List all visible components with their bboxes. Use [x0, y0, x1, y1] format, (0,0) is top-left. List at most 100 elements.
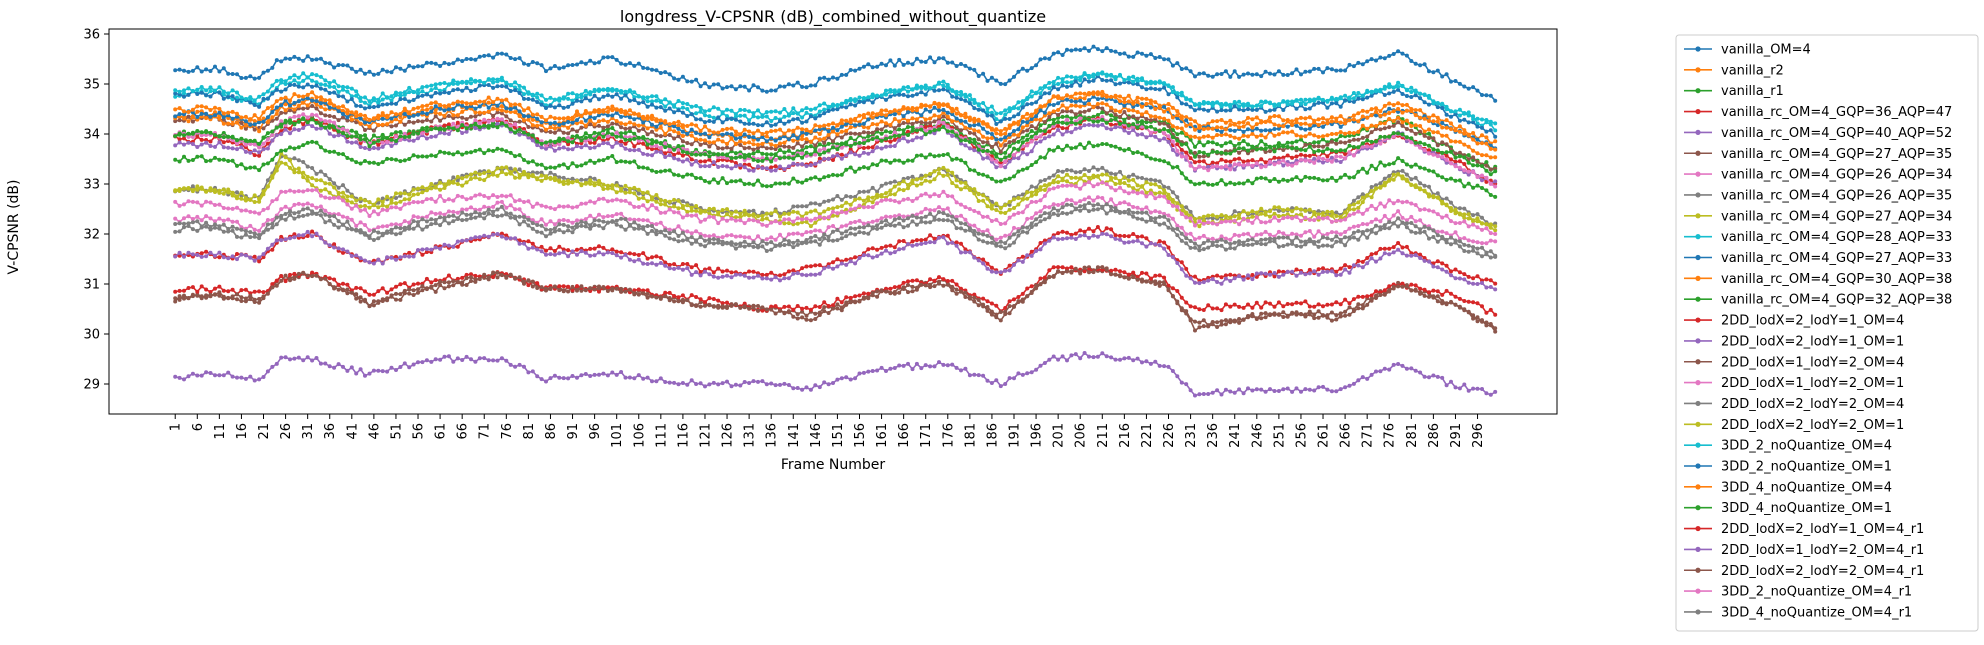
series-point: [411, 254, 416, 259]
series-point: [1206, 168, 1211, 173]
series-point: [1396, 280, 1401, 285]
series-point: [1016, 156, 1021, 161]
series-point: [808, 144, 813, 149]
series-point: [1042, 241, 1047, 246]
series-point: [928, 55, 933, 60]
series-point: [327, 243, 332, 248]
series-point: [1254, 134, 1259, 139]
series-point: [1100, 115, 1105, 119]
series-point: [1025, 102, 1030, 107]
series-point: [632, 131, 637, 136]
series-point: [208, 139, 213, 144]
series-point: [1140, 112, 1144, 117]
series-point: [173, 91, 178, 96]
series-point: [363, 146, 367, 150]
series-point: [1003, 112, 1008, 117]
series-point: [680, 153, 685, 158]
series-point: [1263, 69, 1268, 74]
series-point: [725, 141, 729, 146]
series-point: [853, 255, 858, 260]
series-point: [1025, 143, 1030, 148]
series-point: [817, 137, 822, 142]
series-point: [1237, 181, 1242, 186]
series-point: [1135, 150, 1140, 155]
series-point: [716, 82, 721, 87]
series-point: [923, 237, 928, 242]
series-point: [486, 148, 491, 153]
series-point: [323, 87, 328, 92]
series-point: [310, 104, 315, 108]
series-point: [261, 141, 266, 146]
series-point: [243, 75, 248, 80]
series-point: [1276, 69, 1281, 74]
plot-area: [173, 44, 1498, 398]
series-point: [363, 133, 367, 138]
series-point: [473, 235, 478, 240]
series-point: [1223, 318, 1228, 323]
series-point: [1042, 188, 1047, 192]
series-point: [407, 63, 412, 68]
series-point: [1228, 140, 1233, 145]
series-point: [1321, 266, 1325, 271]
series-point: [1193, 274, 1197, 279]
series-point: [1148, 188, 1153, 193]
series-point: [1007, 268, 1012, 273]
series-point: [1215, 142, 1220, 147]
series-point: [751, 208, 756, 213]
series-point: [1325, 178, 1330, 183]
series-point: [756, 123, 760, 128]
series-point: [1338, 134, 1343, 138]
series-point: [1457, 206, 1462, 211]
series-point: [429, 210, 434, 215]
series-point: [1210, 216, 1215, 221]
series-point: [1365, 126, 1370, 131]
series-point: [1201, 134, 1206, 139]
series-point: [689, 162, 694, 167]
series-point: [354, 296, 359, 301]
series-point: [1480, 281, 1484, 285]
series-point: [283, 127, 288, 132]
series-point: [314, 126, 319, 131]
series-point: [650, 147, 654, 152]
series-point: [1232, 276, 1237, 281]
series-point: [906, 283, 910, 287]
series-point: [566, 142, 571, 147]
series-point: [1334, 141, 1339, 146]
series-point: [1170, 85, 1175, 90]
series-point: [976, 74, 981, 78]
series-point: [318, 56, 323, 61]
series-point: [1360, 62, 1365, 67]
series-point: [698, 159, 703, 164]
series-point: [1056, 169, 1061, 173]
series-point: [1360, 265, 1365, 270]
series-point: [945, 124, 950, 129]
series-point: [1409, 95, 1414, 99]
series-point: [575, 129, 579, 134]
series-point: [972, 137, 977, 142]
series-point: [1316, 177, 1321, 181]
series-point: [508, 166, 513, 171]
series-point: [1065, 230, 1069, 235]
series-point: [667, 168, 672, 173]
series-point: [1378, 121, 1383, 126]
series-point: [928, 127, 933, 131]
series-point: [199, 218, 204, 223]
series-point: [1444, 153, 1449, 158]
series-point: [420, 154, 425, 159]
series-point: [711, 82, 716, 87]
series-point: [654, 105, 659, 110]
series-point: [424, 60, 429, 65]
series-point: [394, 254, 398, 259]
series-point: [663, 104, 668, 109]
series-point: [601, 187, 606, 191]
series-point: [323, 60, 328, 65]
series-point: [186, 69, 191, 74]
series-point: [800, 272, 805, 277]
series-point: [636, 257, 641, 262]
series-point: [910, 239, 915, 244]
series-point: [1462, 162, 1467, 166]
series-point: [460, 88, 465, 93]
series-point: [1431, 152, 1436, 157]
series-point: [747, 140, 752, 145]
series-point: [822, 75, 827, 80]
